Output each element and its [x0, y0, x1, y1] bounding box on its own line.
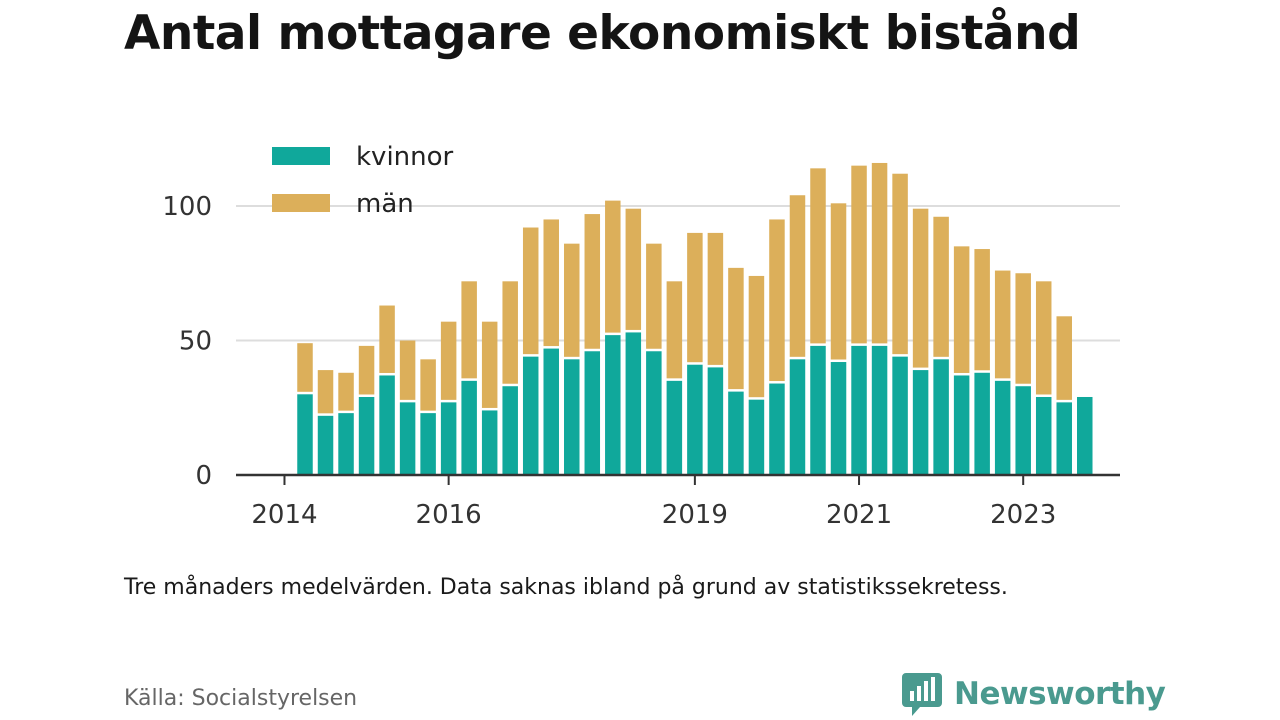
bar-kvinnor — [440, 402, 457, 475]
bar-man — [748, 275, 765, 398]
bar-kvinnor — [461, 380, 477, 475]
bar-man — [974, 249, 990, 371]
chart-title: Antal mottagare ekonomiskt bistånd — [124, 6, 1081, 61]
bar-kvinnor — [317, 415, 334, 475]
bar-kvinnor — [564, 359, 580, 475]
bar-kvinnor — [1035, 396, 1052, 475]
bar-kvinnor — [625, 332, 642, 475]
bar-man — [399, 340, 416, 400]
legend-swatch-kvinnor — [272, 147, 330, 165]
source-credit: Källa: Socialstyrelsen — [124, 686, 358, 711]
bar-kvinnor — [666, 380, 683, 475]
bar-man — [440, 321, 457, 400]
bar-man — [1035, 281, 1052, 395]
x-tick-label: 2019 — [662, 500, 728, 530]
bar-man — [420, 359, 436, 411]
bar-kvinnor — [769, 383, 785, 475]
x-tick-label: 2023 — [990, 500, 1056, 530]
bar-man — [461, 281, 477, 379]
bar-kvinnor — [543, 348, 559, 475]
y-tick-label: 0 — [195, 461, 212, 491]
bar-man — [358, 345, 375, 395]
x-tick-label: 2021 — [826, 500, 892, 530]
bar-man — [953, 246, 970, 373]
bar-man — [502, 281, 518, 384]
brand-name: Newsworthy — [954, 676, 1166, 712]
bar-kvinnor — [399, 402, 416, 475]
bar-kvinnor — [420, 413, 436, 475]
bar-kvinnor — [994, 380, 1011, 475]
bar-man — [687, 232, 703, 363]
bar-man — [379, 305, 395, 373]
bar-kvinnor — [646, 351, 662, 475]
bar-kvinnor — [851, 345, 867, 475]
bar-man — [912, 208, 929, 368]
bar-man — [605, 200, 621, 333]
bar-kvinnor — [1056, 402, 1072, 475]
bar-man — [789, 195, 806, 357]
bar-kvinnor — [892, 356, 908, 475]
bar-kvinnor — [1077, 396, 1093, 475]
bar-man — [769, 219, 785, 382]
brand-logo: Newsworthy — [902, 669, 1166, 719]
bar-man — [522, 227, 539, 355]
bar-kvinnor — [707, 367, 724, 475]
bar-kvinnor — [687, 364, 703, 475]
bar-kvinnor — [379, 375, 395, 475]
bar-man — [810, 168, 826, 344]
axes: 0 50 100 2014 2016 2019 2021 2023 — [162, 192, 1120, 530]
bar-kvinnor — [830, 362, 847, 475]
bar-kvinnor — [728, 391, 744, 475]
bar-kvinnor — [502, 386, 518, 475]
legend-label: kvinnor — [356, 142, 454, 172]
bar-kvinnor — [1015, 386, 1031, 475]
bar-kvinnor — [481, 410, 498, 475]
bar-man — [317, 370, 334, 414]
bar-kvinnor — [953, 375, 970, 475]
bar-kvinnor — [338, 413, 354, 475]
bar-man — [666, 281, 683, 379]
y-tick-label: 50 — [179, 327, 212, 357]
legend-swatch-man — [272, 194, 330, 212]
bar-kvinnor — [933, 359, 949, 475]
x-tick-label: 2016 — [416, 500, 482, 530]
bar-kvinnor — [912, 370, 929, 475]
bar-kvinnor — [789, 359, 806, 475]
legend: kvinnor män — [272, 142, 454, 219]
bar-man — [1056, 316, 1072, 400]
bar-man — [543, 219, 559, 347]
bar-man — [338, 372, 354, 411]
bar-kvinnor — [810, 345, 826, 475]
bar-man — [728, 267, 744, 390]
bar-man — [707, 232, 724, 365]
bar-man — [625, 208, 642, 330]
bar-kvinnor — [584, 351, 601, 475]
stacked-bar-chart: 0 50 100 2014 2016 2019 2021 2023 kvinnor män — [162, 142, 1120, 530]
bar-man — [892, 173, 908, 355]
legend-label: män — [356, 189, 414, 219]
newsworthy-logo-icon — [902, 673, 942, 716]
bar-man — [584, 214, 601, 349]
bar-kvinnor — [871, 345, 888, 475]
bar-kvinnor — [522, 356, 539, 475]
bar-man — [1015, 273, 1031, 384]
bars — [297, 162, 1093, 475]
bar-kvinnor — [358, 396, 375, 475]
bar-kvinnor — [748, 399, 765, 475]
bar-kvinnor — [974, 372, 990, 475]
bar-man — [851, 165, 867, 344]
x-tick-label: 2014 — [251, 500, 317, 530]
bar-man — [646, 243, 662, 349]
chart-note: Tre månaders medelvärden. Data saknas ib… — [124, 575, 1008, 600]
bar-man — [481, 321, 498, 408]
bar-man — [830, 203, 847, 360]
bar-man — [564, 243, 580, 357]
bar-kvinnor — [605, 335, 621, 475]
bar-kvinnor — [297, 394, 313, 475]
bar-man — [297, 343, 313, 392]
bar-man — [933, 216, 949, 357]
bar-man — [871, 162, 888, 344]
y-tick-label: 100 — [162, 192, 212, 222]
bar-man — [994, 270, 1011, 379]
